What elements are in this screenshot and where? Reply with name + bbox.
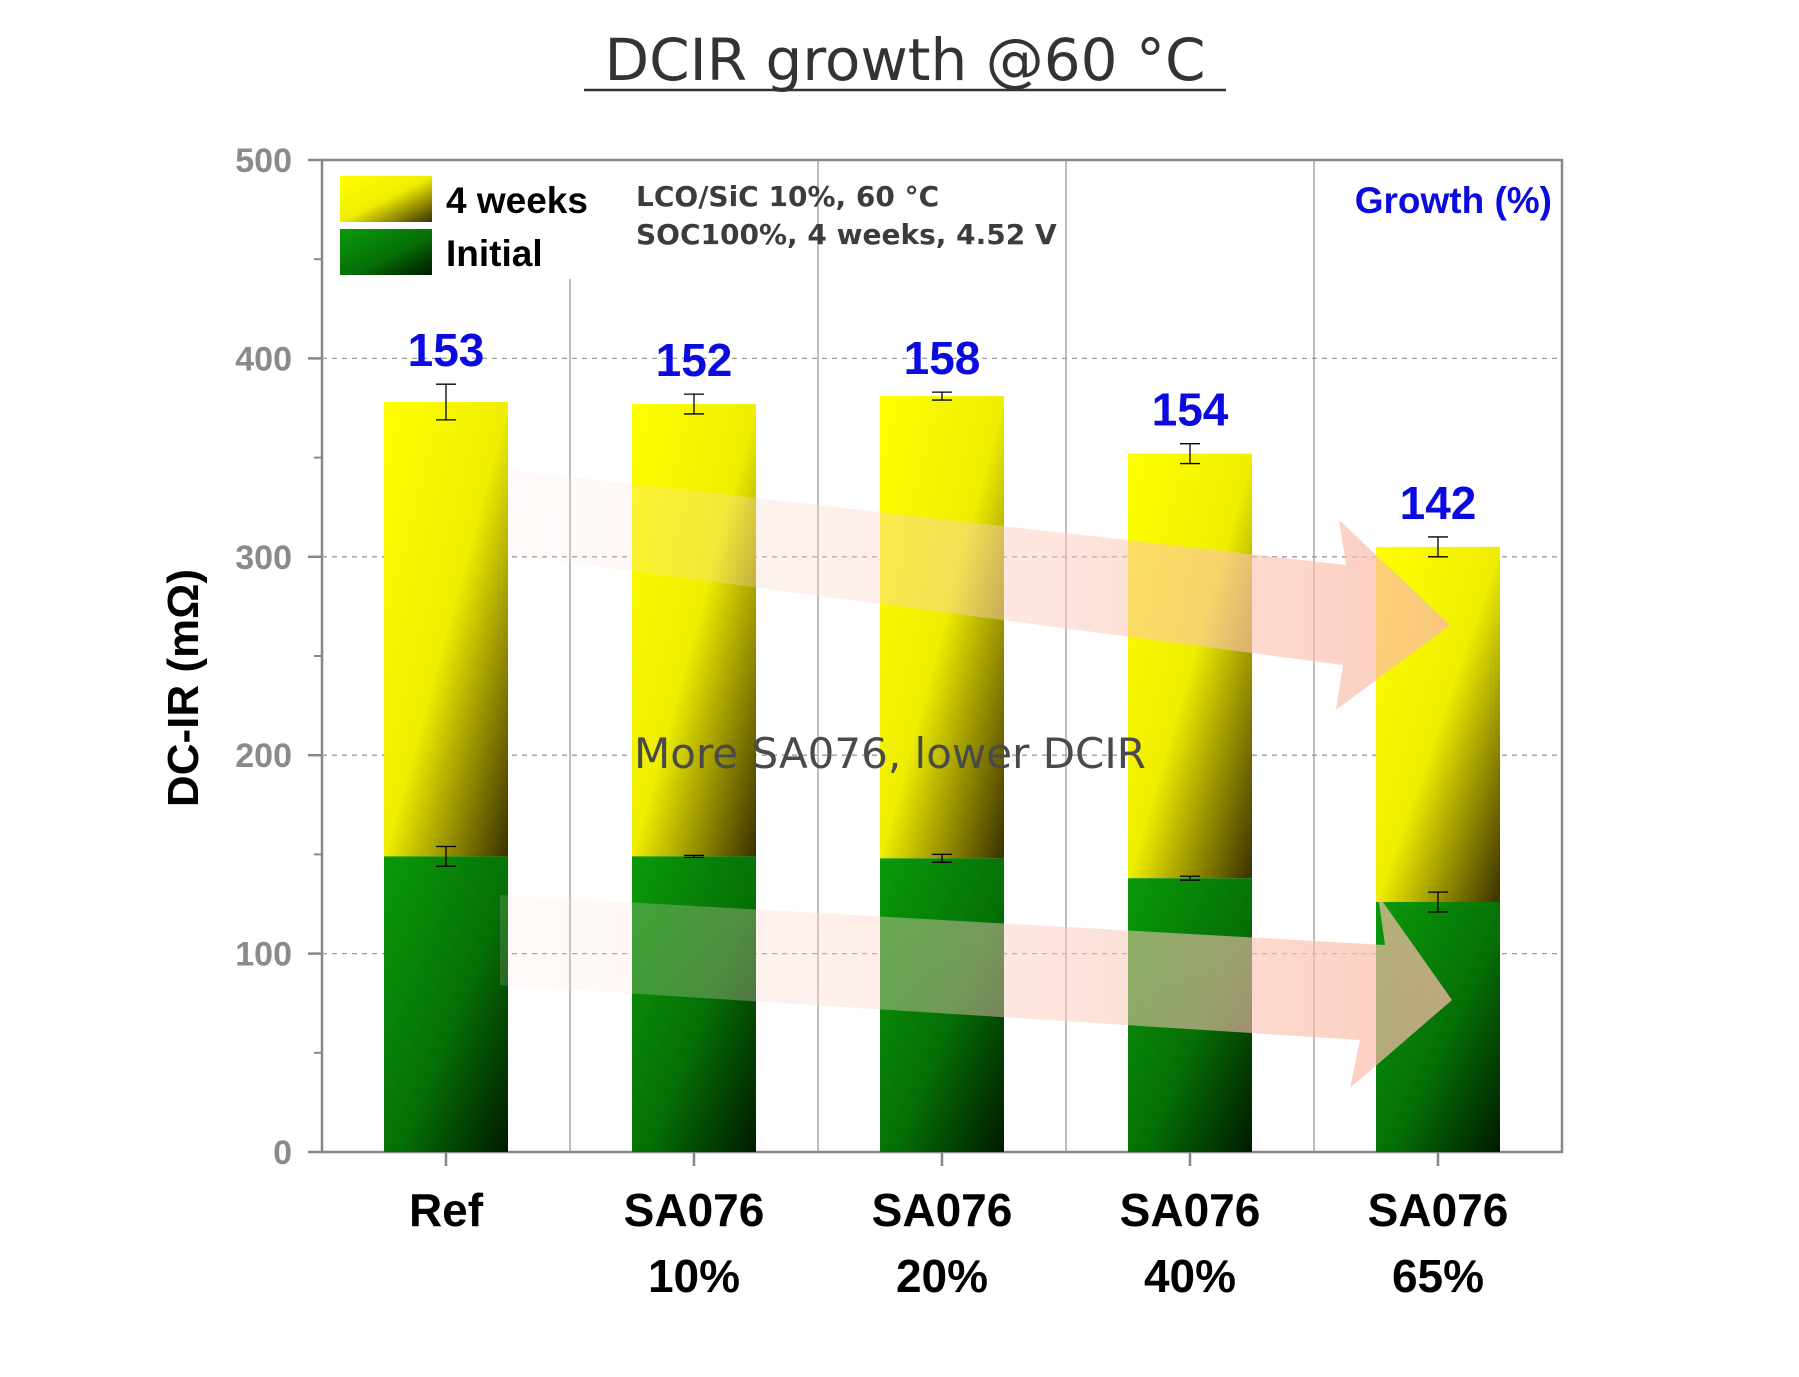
y-tick-label: 500 bbox=[235, 142, 292, 180]
bar-4-weeks bbox=[384, 402, 508, 857]
error-bar-4-weeks bbox=[684, 393, 704, 415]
condition-line-2: SOC100%, 4 weeks, 4.52 V bbox=[636, 218, 1057, 251]
x-tick-label: 65% bbox=[1392, 1250, 1484, 1302]
error-bars bbox=[436, 383, 1448, 913]
growth-label: 154 bbox=[1152, 384, 1229, 436]
labels: 0 100 200 300 400 500 153 Ref 152 SA076 10% 158 SA07… bbox=[235, 142, 1508, 1302]
error-bar-4-weeks bbox=[436, 383, 456, 421]
y-tick-label: 300 bbox=[235, 539, 292, 577]
x-tick-label: SA076 bbox=[1368, 1184, 1509, 1236]
bar-4-weeks bbox=[880, 396, 1004, 859]
x-tick-label: 10% bbox=[648, 1250, 740, 1302]
bar-initial bbox=[384, 856, 508, 1152]
trend-annotation: More SA076, lower DCIR bbox=[634, 729, 1146, 778]
bar-initial bbox=[632, 856, 756, 1152]
y-tick-label: 200 bbox=[235, 737, 292, 775]
x-tick-label: SA076 bbox=[624, 1184, 765, 1236]
trend-arrow-lower bbox=[500, 895, 1452, 1088]
error-bar-initial bbox=[684, 854, 704, 859]
condition-line-1: LCO/SiC 10%, 60 °C bbox=[636, 180, 939, 213]
axis-ticks bbox=[308, 158, 1440, 1166]
y-tick-label: 400 bbox=[235, 340, 292, 378]
chart-title: DCIR growth @60 °C bbox=[605, 26, 1206, 94]
bar-4-weeks bbox=[632, 404, 756, 857]
y-axis-label: DC-IR (mΩ) bbox=[159, 569, 208, 807]
x-tick-label: 40% bbox=[1144, 1250, 1236, 1302]
y-tick-label: 100 bbox=[235, 936, 292, 974]
legend-label-initial: Initial bbox=[446, 233, 543, 274]
x-tick-label: SA076 bbox=[872, 1184, 1013, 1236]
legend-swatch-initial bbox=[340, 229, 432, 275]
error-bar-initial bbox=[1180, 875, 1200, 881]
growth-label: 153 bbox=[408, 324, 485, 376]
legend-swatch-4-weeks bbox=[340, 176, 432, 222]
legend-label-4-weeks: 4 weeks bbox=[446, 180, 588, 221]
x-tick-label: Ref bbox=[409, 1184, 484, 1236]
x-tick-label: SA076 bbox=[1120, 1184, 1261, 1236]
growth-label: 142 bbox=[1400, 477, 1477, 529]
trend-arrows bbox=[500, 470, 1452, 1088]
error-bar-initial bbox=[1428, 891, 1448, 913]
trend-arrow-upper bbox=[510, 470, 1450, 710]
y-tick-label: 0 bbox=[273, 1134, 292, 1172]
error-bar-4-weeks bbox=[932, 391, 952, 401]
error-bar-initial bbox=[932, 853, 952, 863]
x-tick-label: 20% bbox=[896, 1250, 988, 1302]
legend: 4 weeks Initial bbox=[340, 176, 588, 275]
bar-4-weeks bbox=[1128, 453, 1252, 879]
error-bar-initial bbox=[436, 845, 456, 867]
error-bar-4-weeks bbox=[1428, 536, 1448, 558]
growth-label: 158 bbox=[904, 332, 981, 384]
growth-label: 152 bbox=[656, 334, 733, 386]
error-bar-4-weeks bbox=[1180, 443, 1200, 465]
growth-header: Growth (%) bbox=[1355, 180, 1552, 221]
